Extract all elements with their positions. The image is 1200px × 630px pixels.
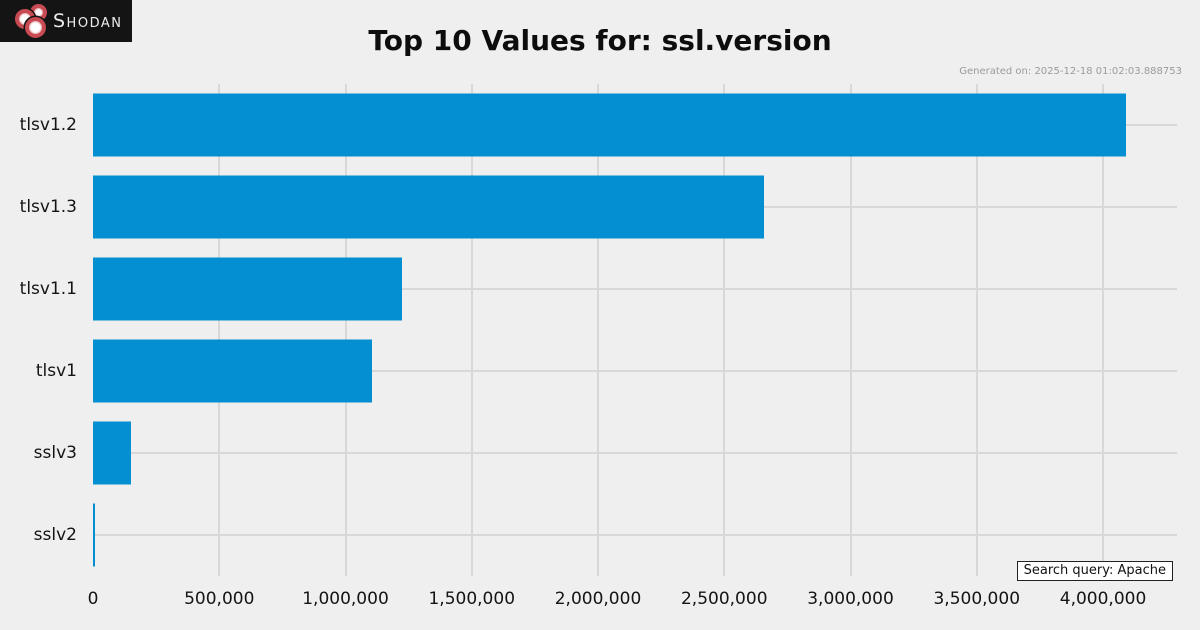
shodan-logo[interactable]: Shodan (0, 0, 132, 42)
x-axis-tick-label: 0 (87, 589, 99, 609)
chart-title: Top 10 Values for: ssl.version (368, 24, 832, 57)
y-axis-label: tlsv1.2 (19, 115, 77, 135)
bar-sslv2 (93, 503, 96, 567)
h-gridline (93, 288, 1177, 290)
bar-rows (93, 84, 1177, 576)
y-axis-labels: tlsv1.2 tlsv1.3 tlsv1.1 tlsv1 sslv3 sslv2 (0, 84, 85, 576)
x-axis-tick-label: 3,500,000 (933, 589, 1021, 609)
logo-circle (25, 17, 46, 38)
h-gridline (93, 370, 1177, 372)
x-axis-tick-label: 4,000,000 (1059, 589, 1147, 609)
x-axis-tick-label: 1,500,000 (428, 589, 516, 609)
bar-row (93, 166, 1177, 248)
x-axis-tick-label: 3,000,000 (807, 589, 894, 609)
x-axis-tick-label: 1,000,000 (302, 589, 389, 609)
bar-row (93, 412, 1177, 494)
bar-chart (93, 84, 1177, 576)
y-axis-label: sslv2 (33, 525, 77, 545)
x-axis-labels: 0 500,000 1,000,000 1,500,000 2,000,000 2,500… (88, 589, 1177, 615)
shodan-logo-icon (0, 0, 50, 42)
v-gridline (723, 84, 726, 576)
y-axis-label: tlsv1.1 (19, 279, 77, 299)
generated-timestamp: Generated on: 2025-12-18 01:02:03.888753 (959, 66, 1182, 77)
y-axis-label: tlsv1 (35, 361, 77, 381)
bar-row (93, 84, 1177, 166)
bar-tlsv1.2 (93, 93, 1127, 157)
bar-tlsv1.3 (93, 175, 764, 239)
y-axis-label: tlsv1.3 (19, 197, 77, 217)
x-axis-tick-label: 2,000,000 (554, 589, 642, 609)
bar-tlsv1 (93, 339, 372, 403)
bar-tlsv1.1 (93, 257, 403, 321)
y-axis-label: sslv3 (33, 443, 77, 463)
bar-row (93, 248, 1177, 330)
v-gridline (470, 84, 473, 576)
v-gridline (849, 84, 852, 576)
v-gridline (975, 84, 978, 576)
v-gridline (218, 84, 221, 576)
vertical-gridlines (93, 84, 1177, 576)
bar-sslv3 (93, 421, 132, 485)
bar-row (93, 330, 1177, 412)
h-gridline (93, 452, 1177, 454)
x-axis-tick-label: 2,500,000 (680, 589, 768, 609)
h-gridline (93, 534, 1177, 536)
bar-row (93, 494, 1177, 576)
shodan-logo-text: Shodan (53, 10, 123, 32)
search-query-badge: Search query: Apache (1016, 561, 1173, 581)
v-gridline (1102, 84, 1105, 576)
v-gridline (344, 84, 347, 576)
v-gridline (597, 84, 599, 576)
x-axis-tick-label: 500,000 (184, 589, 255, 609)
